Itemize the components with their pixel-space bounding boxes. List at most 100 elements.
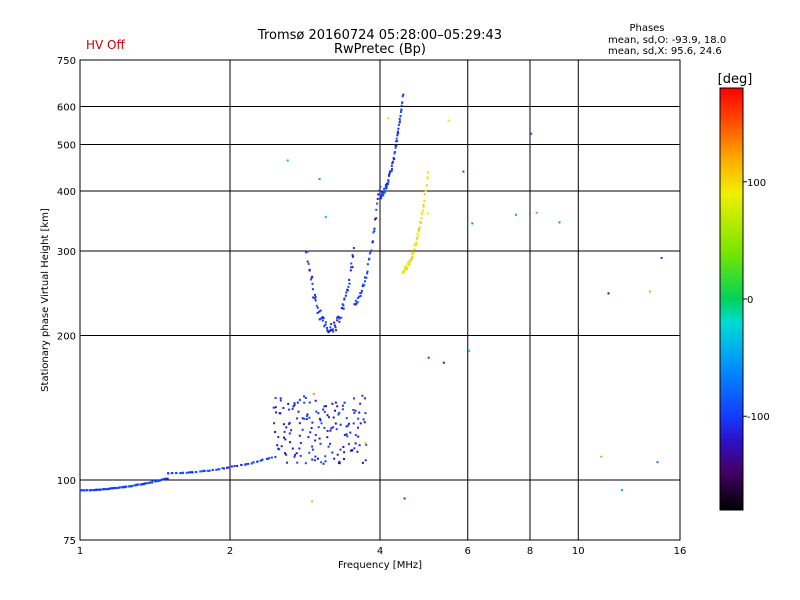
data-point [442,361,445,364]
data-point [316,311,319,314]
data-point [397,130,399,133]
data-point [427,356,430,359]
data-point [338,412,341,414]
data-point [338,320,341,323]
data-point [422,205,425,208]
data-point [284,452,286,455]
data-point [317,426,320,429]
series-f1-cusp [305,247,355,334]
data-point [304,396,307,399]
data-point [191,471,194,474]
data-point [399,120,401,123]
data-point [211,469,214,471]
data-point [390,164,393,167]
data-point [403,266,406,269]
data-point [303,401,306,404]
data-point [379,185,382,188]
data-point [358,411,361,414]
data-point [343,297,346,300]
data-point [348,278,351,281]
data-point [320,422,323,425]
data-point [294,453,296,456]
data-point [347,443,350,446]
data-point [335,428,338,431]
data-point [356,297,359,300]
data-point [159,479,162,482]
data-point [206,469,209,472]
data-point [233,465,236,468]
data-point [339,448,342,451]
data-point [408,263,411,265]
data-point [308,269,311,272]
x-tick-label: 10 [572,546,585,557]
data-point [308,451,311,454]
data-point [368,257,371,260]
data-point [426,184,428,187]
data-point [401,101,404,104]
data-point [331,328,334,331]
data-point [290,429,293,432]
data-point [96,488,99,491]
data-point [607,292,610,295]
data-point [333,457,336,460]
data-point [324,323,327,326]
data-point [201,470,204,473]
data-point [100,488,103,491]
data-point [348,422,350,425]
data-point [380,193,383,196]
data-point [311,275,314,278]
data-point [277,436,280,438]
data-point [383,187,386,190]
data-point [280,445,283,448]
series-isolated-echoes [286,117,663,503]
data-point [621,489,623,492]
data-point [387,182,389,185]
data-point [189,471,191,474]
data-point [306,250,309,253]
data-point [366,270,369,273]
data-point [530,132,533,135]
data-point [320,461,323,464]
data-point [181,472,184,475]
data-point [416,233,419,235]
data-point [354,303,357,306]
data-point [393,152,396,155]
data-point [288,421,291,424]
data-point [288,408,290,411]
data-point [247,462,250,465]
data-point [334,401,337,404]
colorbar-label: [deg] [718,72,753,87]
data-point [397,127,400,130]
data-point [332,426,335,429]
phases-o-stats: mean, sd,O: -93.9, 18.0 [608,35,726,46]
data-point [112,487,115,490]
data-point [380,197,383,200]
data-point [420,212,423,215]
data-point [318,310,321,313]
data-point [354,442,357,445]
data-point [319,419,322,422]
data-point [420,221,422,224]
data-point [403,497,406,500]
data-point [154,480,157,483]
data-point [326,329,329,331]
data-point [395,137,398,140]
data-point [515,213,517,216]
data-point [426,212,429,215]
series-f2-o-mode-rising [353,185,382,306]
data-point [358,295,361,298]
data-point [311,448,314,451]
colorbar-tick-label: -100 [747,412,770,423]
data-point [359,294,362,297]
data-point [296,461,299,464]
data-point [123,485,126,488]
data-point [265,457,268,460]
data-point [328,416,330,419]
data-point [208,469,211,472]
data-point [359,422,362,425]
data-point [363,421,366,424]
data-point [332,330,334,333]
data-point [352,422,355,425]
data-point [101,488,104,491]
data-point [364,397,366,400]
